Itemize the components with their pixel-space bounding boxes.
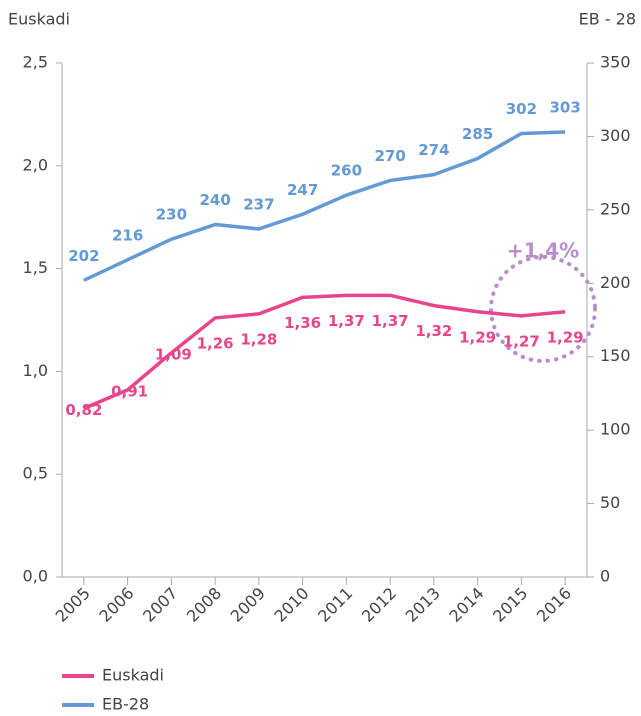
x-tick-label: 2005 — [52, 584, 94, 626]
y-tick-label: 0,5 — [23, 464, 48, 483]
line — [83, 293, 566, 411]
x-tick-label: 2016 — [533, 584, 575, 626]
value-label: 302 — [506, 100, 537, 118]
value-label: 202 — [68, 247, 99, 265]
x-tick-label: 2015 — [489, 584, 531, 626]
legend-label: Euskadi — [102, 666, 164, 685]
x-tick-label: 2013 — [402, 584, 444, 626]
value-label: 1,36 — [284, 314, 321, 332]
value-label: 274 — [418, 141, 449, 159]
highlight-circle — [489, 255, 597, 363]
y2-tick-label: 150 — [600, 346, 631, 365]
value-label: 0,82 — [65, 401, 102, 419]
value-label: 247 — [287, 181, 318, 199]
value-label: 1,27 — [503, 332, 540, 350]
x-tick-label: 2008 — [183, 584, 225, 626]
value-label: 1,28 — [240, 330, 277, 348]
legend-label: EB-28 — [102, 695, 149, 714]
value-label: 237 — [243, 195, 274, 213]
y-tick-label: 0,0 — [23, 567, 48, 586]
value-label: 260 — [331, 162, 362, 180]
y2-axis-label: EB - 28 — [579, 10, 636, 29]
value-label: 240 — [199, 191, 230, 209]
value-label: 230 — [156, 206, 187, 224]
value-label: 1,37 — [372, 312, 409, 330]
y-tick-label: 1,5 — [23, 258, 48, 277]
y2-tick-label: 300 — [600, 126, 631, 145]
y2-tick-label: 350 — [600, 53, 631, 72]
value-label: 1,26 — [197, 334, 234, 352]
x-tick-label: 2011 — [314, 584, 356, 626]
value-label: 1,32 — [415, 322, 452, 340]
value-label: 285 — [462, 125, 493, 143]
value-label: 216 — [112, 226, 143, 244]
y2-tick-label: 0 — [600, 567, 610, 586]
y-tick-label: 1,0 — [23, 361, 48, 380]
value-label: 1,37 — [328, 312, 365, 330]
value-label: 303 — [549, 99, 580, 117]
annotation: +1,4% — [507, 239, 579, 263]
value-label: 1,29 — [547, 328, 584, 346]
value-label: 1,29 — [459, 328, 496, 346]
y-tick-label: 2,5 — [23, 53, 48, 72]
value-label: 1,09 — [155, 345, 192, 363]
y-tick-label: 2,0 — [23, 155, 48, 174]
value-label: 0,91 — [111, 382, 148, 400]
y2-tick-label: 250 — [600, 199, 631, 218]
x-tick-label: 2012 — [358, 584, 400, 626]
line — [83, 130, 566, 282]
x-tick-label: 2006 — [95, 584, 137, 626]
value-label: 270 — [374, 147, 405, 165]
x-tick-label: 2009 — [227, 584, 269, 626]
y2-tick-label: 200 — [600, 273, 631, 292]
y2-tick-label: 100 — [600, 420, 631, 439]
y-axis-label: Euskadi — [8, 10, 70, 29]
x-tick-label: 2010 — [270, 584, 312, 626]
x-tick-label: 2007 — [139, 584, 181, 626]
x-tick-label: 2014 — [445, 584, 487, 626]
y2-tick-label: 50 — [600, 493, 620, 512]
